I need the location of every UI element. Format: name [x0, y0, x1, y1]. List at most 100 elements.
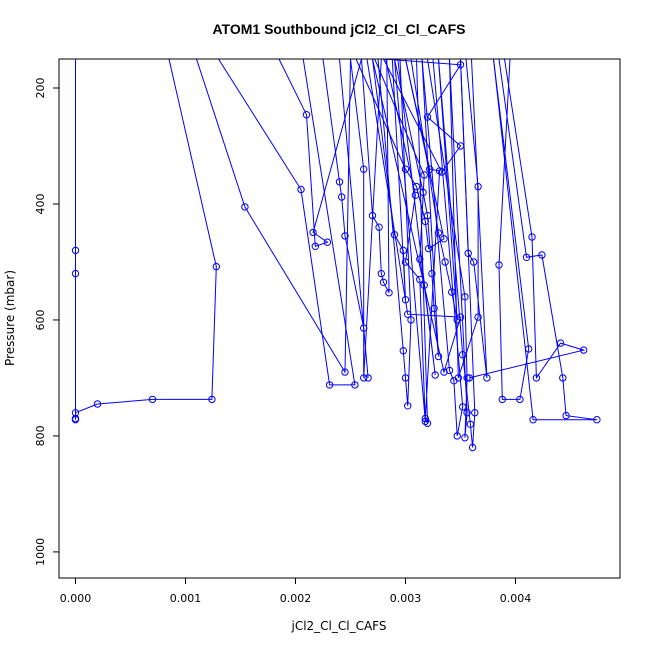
- data-point: [580, 346, 588, 354]
- x-tick-label: 0.004: [500, 592, 532, 605]
- data-point: [401, 165, 410, 173]
- data-point: [368, 211, 377, 220]
- x-tick-label: 0.003: [390, 592, 422, 605]
- y-tick-label: 200: [34, 77, 47, 98]
- series-line-16: [427, 59, 468, 438]
- data-point: [325, 381, 334, 389]
- data-point: [399, 246, 407, 255]
- data-point: [401, 374, 410, 382]
- x-axis-label: jCl2_Cl_Cl_CAFS: [290, 619, 386, 633]
- series-line-19: [449, 59, 479, 379]
- data-point: [377, 269, 385, 278]
- data-point: [483, 374, 491, 382]
- data-point: [208, 395, 216, 404]
- data-point: [71, 246, 80, 255]
- data-point: [516, 395, 524, 404]
- data-point: [335, 178, 344, 186]
- data-point: [416, 275, 424, 284]
- series-line-23: [383, 59, 462, 174]
- data-point: [456, 313, 465, 321]
- data-point: [538, 251, 546, 259]
- data-point: [341, 232, 349, 240]
- series-line-14: [410, 59, 458, 320]
- data-point: [440, 368, 448, 376]
- y-tick-label: 1000: [34, 538, 47, 566]
- data-point: [420, 281, 428, 289]
- series-line-18: [460, 59, 488, 378]
- data-point: [593, 416, 601, 424]
- data-point: [407, 316, 415, 324]
- data-point: [529, 416, 537, 424]
- series-line-4: [218, 59, 356, 386]
- series-line-25: [374, 59, 436, 376]
- data-point: [71, 416, 80, 424]
- data-point: [438, 168, 446, 176]
- series-line-11: [377, 59, 412, 406]
- data-point: [522, 253, 531, 261]
- x-tick-label: 0.001: [170, 592, 202, 605]
- data-point: [423, 419, 432, 427]
- data-point: [430, 304, 438, 313]
- data-point: [495, 261, 503, 269]
- data-point: [532, 374, 541, 382]
- series-line-21: [469, 59, 586, 380]
- y-axis-label: Pressure (mbar): [3, 270, 17, 366]
- data-point: [404, 402, 412, 410]
- data-point: [379, 278, 388, 286]
- data-point: [426, 165, 434, 173]
- data-point: [404, 310, 412, 318]
- data-point: [302, 111, 311, 119]
- data-point: [471, 409, 479, 417]
- series-line-6: [322, 59, 369, 378]
- series-line-10: [355, 59, 445, 250]
- data-point: [212, 262, 221, 271]
- data-point: [465, 374, 473, 382]
- data-point: [297, 185, 305, 194]
- data-point: [498, 395, 506, 404]
- data-point: [420, 171, 428, 179]
- data-point: [461, 293, 469, 301]
- data-point: [464, 249, 472, 258]
- series-line-9: [372, 59, 406, 300]
- data-point: [556, 339, 565, 347]
- data-point: [456, 142, 465, 150]
- data-point: [428, 269, 436, 278]
- data-point: [401, 258, 410, 266]
- series-line-24: [366, 59, 462, 375]
- data-point: [360, 374, 368, 382]
- chart-title: ATOM1 Southbound jCl2_Cl_Cl_CAFS: [212, 21, 465, 37]
- data-point: [416, 255, 424, 263]
- data-point: [241, 203, 249, 211]
- data-point: [448, 288, 456, 296]
- x-tick-label: 0.002: [280, 592, 312, 605]
- plot-area: [71, 59, 601, 452]
- series-line-17: [438, 59, 476, 448]
- data-point: [148, 395, 157, 404]
- data-point: [456, 61, 465, 69]
- data-point: [453, 432, 461, 440]
- data-point: [399, 347, 407, 355]
- data-point: [411, 191, 420, 200]
- data-point: [559, 374, 567, 382]
- data-point: [341, 368, 349, 376]
- y-tick-label: 800: [34, 425, 47, 446]
- y-tick-label: 600: [34, 309, 47, 330]
- data-point: [338, 193, 346, 201]
- data-point: [423, 113, 432, 121]
- data-point: [441, 258, 449, 266]
- data-point: [364, 374, 372, 382]
- series-line-8: [361, 59, 390, 293]
- series-line-5: [278, 59, 362, 247]
- data-point: [311, 242, 319, 251]
- data-point: [431, 371, 439, 379]
- data-point: [461, 434, 469, 442]
- data-point: [463, 409, 471, 417]
- data-point: [351, 381, 359, 389]
- data-point: [434, 352, 443, 361]
- series-line-20: [493, 59, 530, 400]
- data-point: [323, 238, 332, 246]
- data-point: [474, 313, 482, 321]
- data-point: [466, 420, 475, 428]
